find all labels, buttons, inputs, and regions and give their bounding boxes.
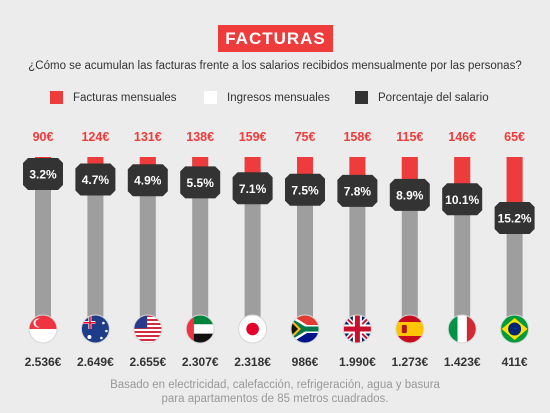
income-value-label: 1.423€ — [444, 355, 481, 369]
bill-value-label: 115€ — [396, 130, 423, 144]
bill-value-label: 90€ — [33, 130, 54, 144]
income-bar — [35, 157, 51, 318]
legend-item-ingresos: Ingresos mensuales — [204, 91, 330, 104]
bills-bar — [506, 157, 523, 206]
percentage-label: 7.8% — [344, 184, 372, 198]
flag-ring — [185, 314, 215, 344]
income-value-label: 1.990€ — [339, 355, 376, 369]
percentage-label: 7.5% — [291, 183, 319, 197]
flag-ring — [238, 314, 268, 344]
legend: Facturas mensuales Ingresos mensuales Po… — [0, 91, 550, 109]
percentage-label: 4.9% — [134, 174, 162, 188]
percentage-label: 10.1% — [445, 193, 479, 207]
bill-value-label: 146€ — [448, 130, 476, 144]
bill-value-label: 159€ — [239, 130, 267, 144]
footnote-line-1: Basado en electricidad, calefacción, ref… — [110, 379, 440, 391]
income-value-label: 411€ — [502, 355, 528, 369]
income-value-label: 2.318€ — [234, 355, 271, 369]
income-value-label: 2.649€ — [77, 355, 114, 369]
percentage-label: 8.9% — [396, 188, 424, 202]
flag-ring — [342, 314, 372, 344]
chart-title: FACTURAS — [225, 28, 326, 48]
percentage-label: 3.2% — [29, 168, 57, 182]
legend-item-facturas: Facturas mensuales — [50, 91, 177, 104]
legend-swatch-red — [50, 91, 63, 104]
bill-value-label: 158€ — [343, 130, 371, 144]
australia-flag-icon — [81, 315, 110, 343]
percentage-badge — [75, 163, 116, 196]
bills-bar — [401, 157, 418, 186]
income-value-label: 1.273€ — [391, 355, 428, 369]
percentage-badge — [389, 178, 430, 211]
bill-value-label: 75€ — [295, 130, 316, 144]
percentage-label: 7.1% — [239, 182, 267, 196]
flag-ring — [447, 314, 477, 344]
percentage-badge — [337, 174, 378, 207]
legend-swatch-dark — [355, 91, 368, 104]
uae-flag-icon — [186, 315, 215, 343]
income-bar — [87, 157, 104, 318]
legend-label: Ingresos mensuales — [227, 91, 330, 104]
percentage-badge — [23, 158, 63, 190]
income-bar — [139, 157, 156, 318]
income-value-label: 2.307€ — [182, 355, 219, 369]
chart-subtitle: ¿Cómo se acumulan las facturas frente a … — [28, 60, 522, 72]
percentage-badge — [180, 166, 221, 199]
legend-swatch-white — [204, 91, 217, 104]
italy-flag-icon — [448, 315, 477, 343]
percentage-label: 4.7% — [82, 173, 110, 187]
income-value-label: 2.655€ — [129, 355, 166, 369]
flag-ring — [133, 314, 163, 344]
percentage-badge — [127, 164, 168, 197]
bills-bar — [454, 157, 471, 190]
legend-label: Porcentaje del salario — [378, 91, 489, 104]
flag-ring — [80, 314, 110, 344]
uk-flag-icon — [343, 315, 372, 343]
legend-label: Facturas mensuales — [73, 91, 177, 104]
brazil-flag-icon — [500, 315, 529, 343]
legend-item-porcentaje: Porcentaje del salario — [355, 91, 489, 104]
spain-flag-icon — [395, 315, 424, 343]
south-africa-flag-icon — [291, 315, 319, 343]
percentage-badge — [285, 173, 325, 206]
flag-ring — [290, 314, 320, 344]
bill-value-label: 124€ — [81, 130, 109, 144]
japan-flag-icon — [238, 315, 267, 343]
bill-value-label: 131€ — [134, 130, 162, 144]
footnote: Basado en electricidad, calefacción, ref… — [0, 378, 550, 406]
flag-ring — [28, 314, 58, 344]
percentage-label: 15.2% — [498, 212, 532, 226]
flag-ring — [500, 314, 530, 344]
percentage-label: 5.5% — [187, 176, 215, 190]
singapore-flag-icon — [29, 315, 57, 343]
percentage-badge — [494, 202, 535, 234]
flag-ring — [395, 314, 425, 344]
percentage-badge — [232, 172, 273, 205]
bill-value-label: 65€ — [504, 130, 525, 144]
percentage-badge — [442, 183, 483, 216]
income-value-label: 986€ — [292, 355, 319, 369]
title-banner: FACTURAS — [218, 25, 333, 52]
income-value-label: 2.536€ — [25, 355, 62, 369]
bill-value-label: 138€ — [186, 130, 214, 144]
footnote-line-2: para apartamentos de 85 metros cuadrados… — [161, 393, 389, 405]
